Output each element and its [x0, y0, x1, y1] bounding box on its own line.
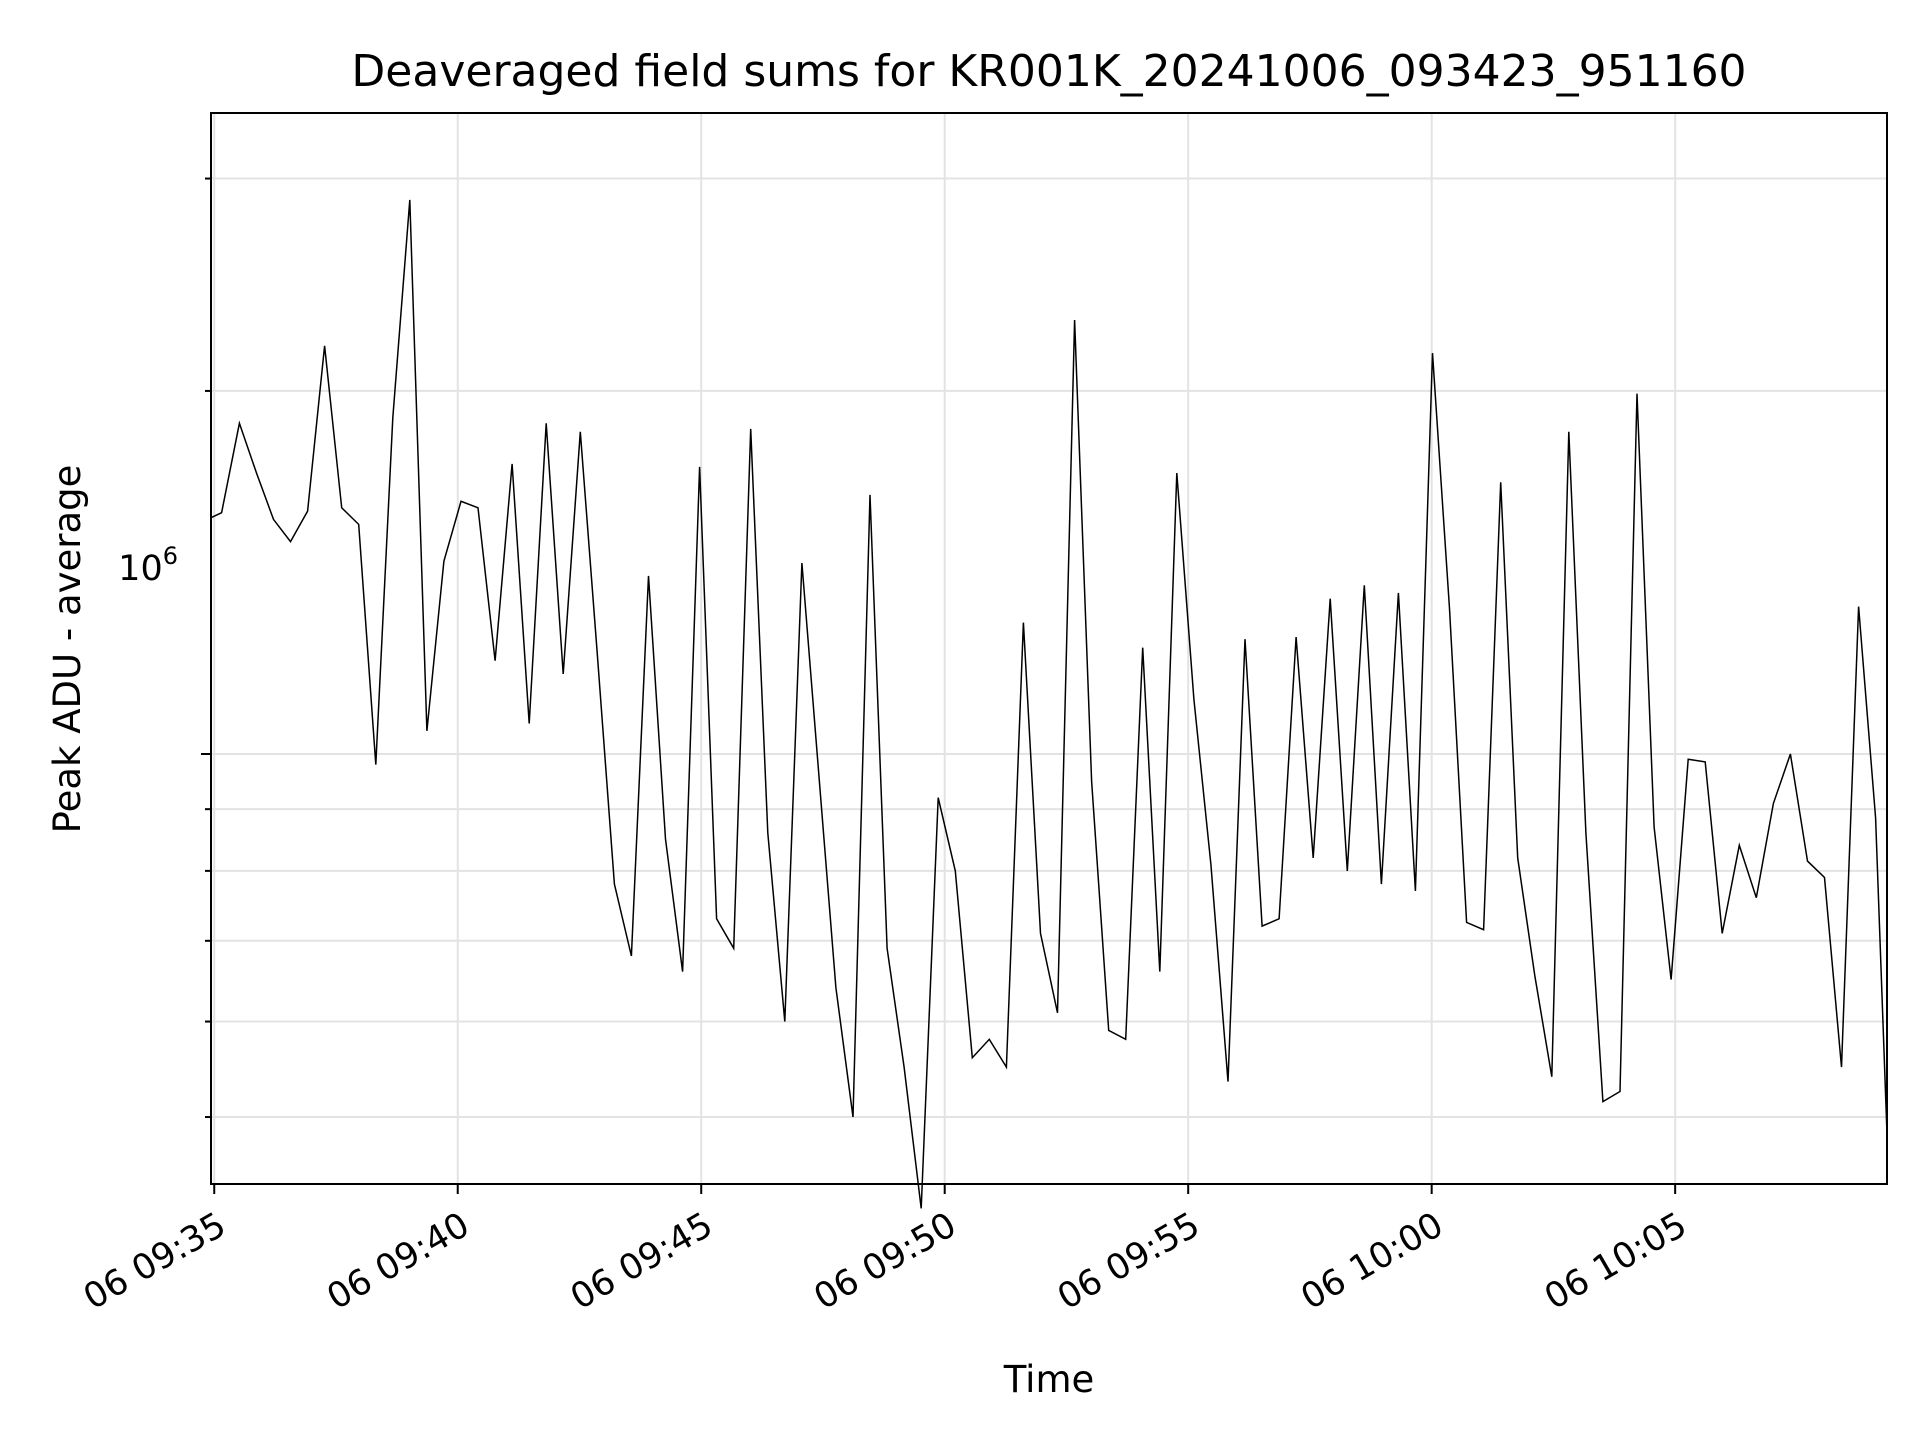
y-axis-label: Peak ADU - average — [46, 465, 89, 834]
x-tick-label: 06 10:00 — [1295, 1205, 1451, 1318]
data-layer — [210, 199, 1888, 1209]
y-tick-base: 10 — [118, 549, 163, 589]
y-tick-label-major: 106 — [118, 542, 178, 589]
x-axis-label: Time — [1003, 1358, 1095, 1401]
series-line — [210, 199, 1888, 1209]
plot-frame — [210, 112, 1888, 1185]
chart-title: Deaveraged field sums for KR001K_2024100… — [351, 46, 1746, 97]
grid-layer — [211, 113, 1887, 1184]
x-tick-label: 06 09:45 — [564, 1205, 720, 1318]
x-tick-label: 06 09:35 — [77, 1205, 233, 1318]
x-tick-label: 06 09:55 — [1051, 1205, 1207, 1318]
y-tick-exponent: 6 — [163, 542, 178, 570]
x-tick-label: 06 09:50 — [808, 1205, 964, 1318]
tick-layer — [201, 177, 1677, 1194]
x-tick-label: 06 10:05 — [1538, 1205, 1694, 1318]
x-tick-label: 06 09:40 — [321, 1205, 477, 1318]
